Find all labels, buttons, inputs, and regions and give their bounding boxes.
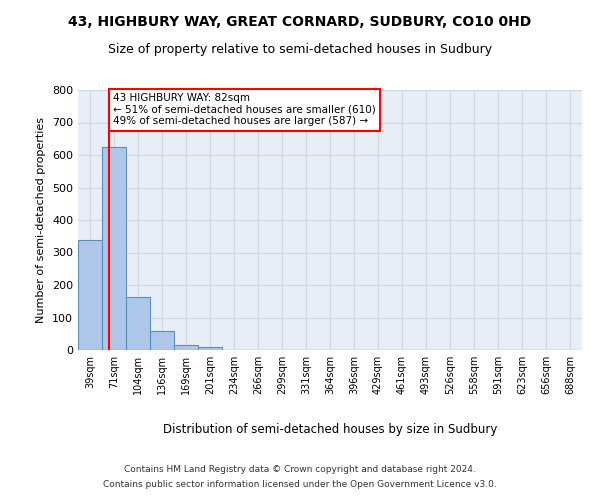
- Bar: [126, 298, 150, 350]
- Bar: [102, 147, 126, 350]
- Text: 43, HIGHBURY WAY, GREAT CORNARD, SUDBURY, CO10 0HD: 43, HIGHBURY WAY, GREAT CORNARD, SUDBURY…: [68, 15, 532, 29]
- Text: Size of property relative to semi-detached houses in Sudbury: Size of property relative to semi-detach…: [108, 42, 492, 56]
- Text: Distribution of semi-detached houses by size in Sudbury: Distribution of semi-detached houses by …: [163, 422, 497, 436]
- Bar: [198, 348, 222, 350]
- Bar: [174, 345, 198, 350]
- Text: 43 HIGHBURY WAY: 82sqm
← 51% of semi-detached houses are smaller (610)
49% of se: 43 HIGHBURY WAY: 82sqm ← 51% of semi-det…: [113, 93, 376, 126]
- Y-axis label: Number of semi-detached properties: Number of semi-detached properties: [37, 117, 46, 323]
- Text: Contains HM Land Registry data © Crown copyright and database right 2024.: Contains HM Land Registry data © Crown c…: [124, 465, 476, 474]
- Bar: [78, 240, 102, 350]
- Bar: [150, 332, 174, 350]
- Text: Contains public sector information licensed under the Open Government Licence v3: Contains public sector information licen…: [103, 480, 497, 489]
